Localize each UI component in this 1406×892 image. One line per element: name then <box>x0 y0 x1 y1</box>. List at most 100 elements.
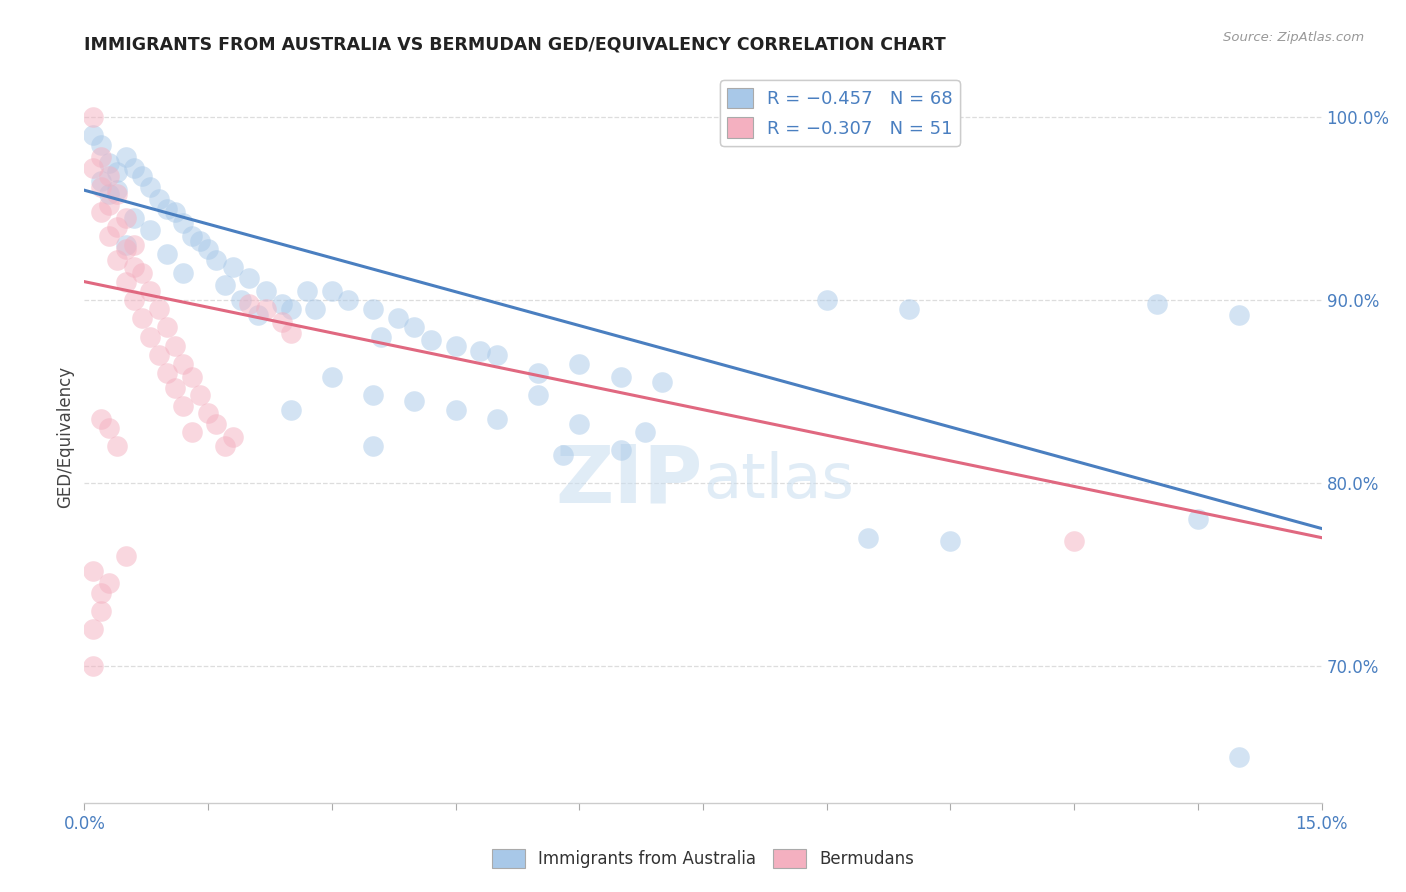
Point <box>815 293 838 307</box>
Point <box>404 393 426 408</box>
Point <box>82 110 104 124</box>
Text: Source: ZipAtlas.com: Source: ZipAtlas.com <box>1223 31 1364 45</box>
Point <box>205 417 228 432</box>
Point <box>114 549 136 563</box>
Point <box>90 174 112 188</box>
Point <box>114 238 136 252</box>
Point <box>90 205 112 219</box>
Point <box>98 169 121 183</box>
Point <box>280 301 302 316</box>
Point <box>856 531 879 545</box>
Point <box>165 381 187 395</box>
Point <box>114 242 136 256</box>
Point <box>271 296 294 310</box>
Point <box>98 228 121 243</box>
Point <box>370 329 392 343</box>
Point <box>898 301 921 316</box>
Point <box>485 411 508 425</box>
Point <box>98 198 121 212</box>
Point <box>485 348 508 362</box>
Point <box>188 388 211 402</box>
Point <box>139 329 162 343</box>
Point <box>568 357 591 371</box>
Point <box>139 284 162 298</box>
Point <box>444 402 467 417</box>
Point <box>82 128 104 143</box>
Point <box>609 442 631 457</box>
Point <box>1063 534 1085 549</box>
Point <box>280 326 302 340</box>
Point <box>444 338 467 352</box>
Point <box>131 265 153 279</box>
Point <box>165 338 187 352</box>
Point <box>98 421 121 435</box>
Point <box>527 366 550 380</box>
Point <box>551 448 574 462</box>
Point <box>82 622 104 636</box>
Point <box>122 260 145 274</box>
Point <box>148 192 170 206</box>
Text: ZIP: ZIP <box>555 442 703 520</box>
Point <box>105 165 128 179</box>
Point <box>634 425 657 439</box>
Point <box>82 161 104 176</box>
Point <box>568 417 591 432</box>
Point <box>180 228 202 243</box>
Legend: Immigrants from Australia, Bermudans: Immigrants from Australia, Bermudans <box>485 842 921 875</box>
Point <box>148 301 170 316</box>
Point <box>98 155 121 169</box>
Point <box>98 576 121 591</box>
Point <box>156 320 179 334</box>
Legend: R = −0.457   N = 68, R = −0.307   N = 51: R = −0.457 N = 68, R = −0.307 N = 51 <box>720 80 960 145</box>
Point <box>527 388 550 402</box>
Point <box>214 278 236 293</box>
Point <box>105 219 128 234</box>
Point <box>156 366 179 380</box>
Point <box>205 252 228 267</box>
Point <box>114 211 136 225</box>
Point <box>188 235 211 249</box>
Point <box>254 284 277 298</box>
Point <box>222 430 245 444</box>
Point <box>98 186 121 201</box>
Point <box>280 402 302 417</box>
Point <box>197 406 219 420</box>
Point <box>254 301 277 316</box>
Point <box>609 369 631 384</box>
Point <box>82 658 104 673</box>
Point <box>1227 308 1250 322</box>
Point <box>122 293 145 307</box>
Point <box>90 150 112 164</box>
Point <box>222 260 245 274</box>
Text: atlas: atlas <box>703 451 853 511</box>
Point <box>238 296 260 310</box>
Y-axis label: GED/Equivalency: GED/Equivalency <box>56 366 75 508</box>
Point <box>651 375 673 389</box>
Point <box>90 411 112 425</box>
Point <box>939 534 962 549</box>
Point <box>105 439 128 453</box>
Point <box>387 311 409 326</box>
Point <box>337 293 360 307</box>
Point <box>238 271 260 285</box>
Point <box>90 137 112 152</box>
Point <box>131 311 153 326</box>
Point <box>246 308 269 322</box>
Point <box>165 205 187 219</box>
Point <box>90 179 112 194</box>
Point <box>404 320 426 334</box>
Point <box>180 369 202 384</box>
Point <box>321 284 343 298</box>
Point <box>419 333 441 347</box>
Point <box>139 223 162 237</box>
Point <box>470 344 492 359</box>
Point <box>1227 750 1250 764</box>
Point <box>114 150 136 164</box>
Point <box>105 252 128 267</box>
Point <box>197 242 219 256</box>
Point <box>1187 512 1209 526</box>
Point <box>131 169 153 183</box>
Point <box>148 348 170 362</box>
Point <box>172 399 194 413</box>
Point <box>361 388 384 402</box>
